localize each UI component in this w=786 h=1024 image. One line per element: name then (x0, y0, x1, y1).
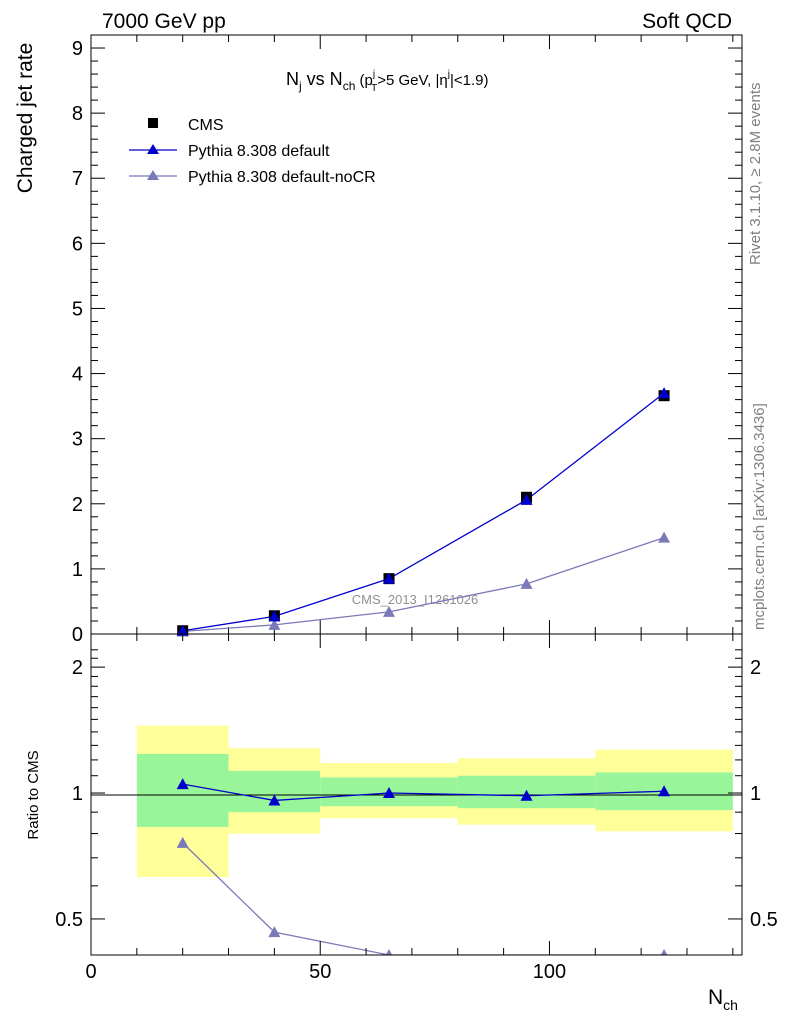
main-y-tick-label: 6 (72, 233, 83, 255)
ratio-default-point (658, 785, 671, 797)
legend-label-nocr: Pythia 8.308 default-noCR (188, 169, 376, 186)
x-tick-label: 0 (85, 961, 96, 983)
default-data-point (176, 624, 189, 636)
ratio-nocr-point (385, 949, 393, 955)
ratio-series (176, 778, 671, 955)
main-series-line (182, 537, 665, 633)
main-y-tick-label: 9 (72, 38, 83, 60)
main-y-ticks: 0 1 2 3 4 5 6 7 8 9 (72, 34, 742, 646)
title-open: (p (355, 72, 373, 89)
ratio-y-tick-label-right: 1 (750, 783, 761, 805)
ratio-y-tick-label: 1 (72, 783, 83, 805)
uncertainty-band-inner (136, 753, 229, 827)
main-y-tick-label: 3 (72, 429, 83, 451)
legend-label-default: Pythia 8.308 default (188, 143, 330, 160)
ratio-nocr-point (660, 949, 668, 955)
x-axis-label-sub: ch (723, 997, 738, 1013)
main-y-tick-label: 5 (72, 298, 83, 320)
legend-marker-nocr (147, 170, 159, 180)
ratio-plot-frame (90, 633, 743, 956)
ratio-y-tick-label-right: 2 (750, 657, 761, 679)
title-vs: vs N (302, 69, 343, 89)
ratio-ticks: 0 50 100 0.5 0.5 1 1 2 2 (55, 634, 778, 983)
ratio-y-tick-label-right: 0.5 (750, 909, 778, 931)
main-y-tick-label: 1 (72, 559, 83, 581)
title-j-sub: j (298, 79, 302, 93)
nocr-data-point (382, 605, 395, 617)
main-x-ticks (90, 35, 734, 634)
ratio-bands (136, 725, 733, 877)
title-ch-sub: ch (343, 79, 356, 93)
default-data-point (268, 610, 281, 622)
nocr-data-point (520, 577, 533, 589)
title-j-sup-2: j (447, 69, 450, 80)
energy-label: 7000 GeV pp (102, 10, 226, 33)
main-y-tick-label: 4 (72, 364, 83, 386)
ratio-y-axis-label: Ratio to CMS (25, 750, 42, 839)
main-y-tick-label: 2 (72, 494, 83, 516)
chart-title: Nj vs Nch (pj T>5 GeV, |ηj|<1.9) (286, 69, 488, 94)
main-panel: 0 1 2 3 4 5 6 7 8 9 Charged jet rate CMS_2013_I12… (14, 34, 743, 646)
title-eta-cut: |<1.9) (450, 72, 489, 89)
ratio-y-tick-label: 0.5 (55, 909, 83, 931)
x-axis-label: Nch (708, 986, 738, 1013)
ratio-default-point (520, 789, 533, 801)
ratio-series-line (182, 842, 665, 955)
ratio-default-point (382, 787, 395, 799)
watermark: CMS_2013_I1261026 (352, 592, 479, 607)
main-y-tick-label: 0 (72, 624, 83, 646)
default-data-point (382, 572, 395, 584)
ratio-panel: 0 50 100 0.5 0.5 1 1 2 2 Ratio to CMS Nch (25, 633, 778, 1013)
nocr-data-point (658, 531, 671, 543)
title-n: N (286, 69, 299, 89)
legend-label-cms: CMS (188, 117, 224, 134)
ratio-y-tick-label: 2 (72, 657, 83, 679)
legend-marker-cms (148, 118, 158, 128)
main-series (176, 387, 671, 637)
ratio-nocr-point (268, 926, 281, 938)
x-tick-label: 50 (309, 961, 331, 983)
main-y-tick-label: 7 (72, 168, 83, 190)
legend: CMS Pythia 8.308 default Pythia 8.308 de… (129, 117, 376, 186)
default-data-point (658, 387, 671, 399)
title-pt-cut: >5 GeV, |η (377, 72, 447, 89)
main-y-tick-label: 8 (72, 103, 83, 125)
ratio-default-point (268, 794, 281, 806)
category-label: Soft QCD (642, 10, 732, 33)
ratio-nocr-point (176, 836, 189, 848)
title-t-sub: T (371, 83, 377, 94)
title-j-sup: j (372, 69, 375, 80)
uncertainty-band-inner (228, 770, 321, 813)
x-axis-label-n: N (708, 986, 723, 1009)
rivet-label: Rivet 3.1.10, ≥ 2.8M events (747, 83, 764, 266)
x-tick-label: 100 (533, 961, 566, 983)
default-data-point (520, 493, 533, 505)
main-y-axis-label: Charged jet rate (14, 43, 37, 194)
source-label: mcplots.cern.ch [arXiv:1306.3436] (751, 403, 768, 630)
legend-marker-default (147, 144, 159, 154)
nocr-data-point (268, 618, 281, 630)
ratio-default-point (176, 778, 189, 790)
